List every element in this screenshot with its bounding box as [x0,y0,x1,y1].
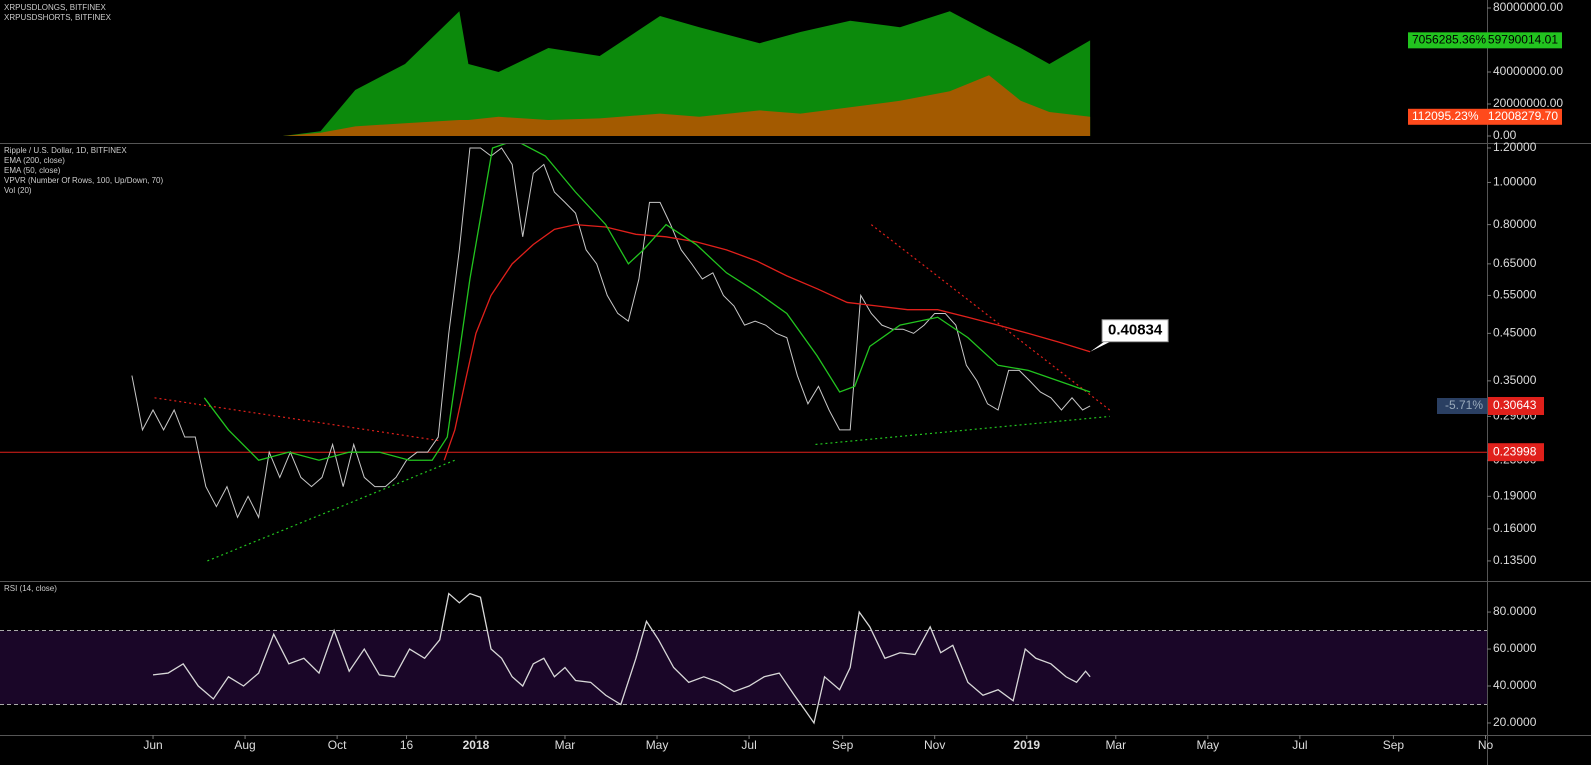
panel-title: RSI (14, close) [4,584,57,593]
line-series [443,223,1091,461]
hline-badge-label: 0.23998 [1493,444,1537,458]
y-tick-label: 0.16000 [1493,521,1537,535]
x-tick-label: Sep [1383,738,1405,752]
line-series [131,147,1091,519]
legend-entry: Vol (20) [4,186,32,195]
y-tick-label: 0.00 [1493,128,1517,142]
hline-badge [1488,443,1544,462]
callout-pointer [1090,341,1111,352]
rsi-band [0,630,1487,705]
y-tick-label: 40000000.00 [1493,64,1563,78]
y-tick-label: 1.00000 [1493,175,1537,189]
change-badge-label: -5.71% [1445,398,1483,412]
y-tick-label: 80000000.00 [1493,0,1563,14]
change-badge [1437,397,1487,414]
legend-entry: XRPUSDSHORTS, BITFINEX [4,13,112,22]
x-tick-label: Oct [328,738,347,752]
last-value-label: 12008279.70 [1488,109,1558,123]
x-tick-label: No [1478,738,1494,752]
y-tick-label: 40.0000 [1493,678,1537,692]
x-tick-label: 2018 [463,738,490,752]
y-tick-label: 0.65000 [1493,256,1537,270]
x-tick-label: Jul [741,738,756,752]
y-tick-label: 0.13500 [1493,553,1537,567]
panel [0,144,1487,562]
y-tick-label: 0.19000 [1493,489,1537,503]
trendline [870,224,1111,411]
x-tick-label: Jun [143,738,162,752]
y-tick-label: 80.0000 [1493,604,1537,618]
y-tick-label: 1.20000 [1493,140,1537,154]
value-badge [1408,32,1562,49]
legend-entry: XRPUSDLONGS, BITFINEX [4,3,106,12]
line-series [203,144,1091,461]
x-tick-label: Sep [832,738,854,752]
panel [282,11,1091,137]
x-tick-label: Aug [234,738,255,752]
legend-entry: EMA (200, close) [4,156,65,165]
value-badge [1408,108,1562,125]
callout-label: 0.40834 [1108,322,1163,339]
price-badge-label: 0.30643 [1493,398,1537,412]
price-badge [1488,396,1544,415]
line-series [152,592,1091,725]
y-tick-label: 20.0000 [1493,715,1537,729]
y-tick-label: 0.55000 [1493,288,1537,302]
change-badge-label: 112095.23% [1412,109,1479,123]
y-tick-label: 60.0000 [1493,641,1537,655]
callout-box [1101,319,1169,343]
x-tick-label: 2019 [1013,738,1040,752]
x-tick-label: Jul [1292,738,1307,752]
x-tick-label: 16 [400,738,414,752]
area-series [282,75,1091,136]
change-badge-label: 7056285.36% [1412,33,1486,47]
panel [0,592,1487,725]
x-tick-label: May [1196,738,1219,752]
legend-entry: VPVR (Number Of Rows, 100, Up/Down, 70) [4,176,164,185]
y-tick-label: 0.80000 [1493,217,1537,231]
x-tick-label: Nov [924,738,945,752]
last-value-label: 59790014.01 [1488,33,1558,47]
y-tick-label: 0.35000 [1493,373,1537,387]
y-tick-label: 0.45000 [1493,326,1537,340]
legend-entry: EMA (50, close) [4,166,61,175]
x-tick-label: May [646,738,669,752]
trendline [815,415,1110,446]
x-tick-label: Mar [1105,738,1126,752]
y-tick-label: 20000000.00 [1493,96,1563,110]
legend-entry: Ripple / U.S. Dollar, 1D, BITFINEX [4,146,127,155]
trendline [154,397,440,442]
x-tick-label: Mar [555,738,576,752]
